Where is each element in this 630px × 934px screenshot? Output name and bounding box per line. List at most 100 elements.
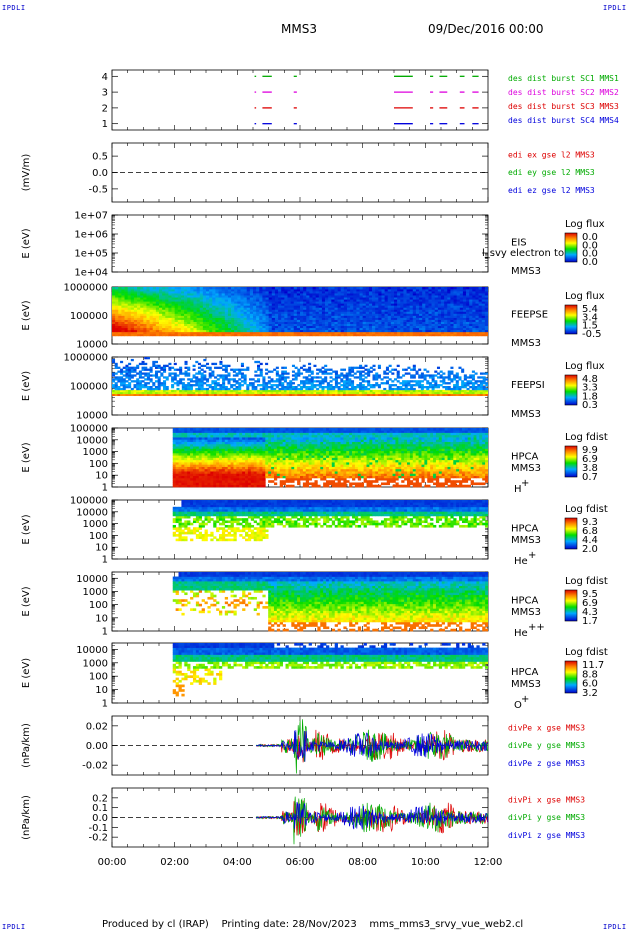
spectrogram-cell bbox=[157, 366, 161, 369]
spectrogram-cell bbox=[281, 303, 285, 306]
spectrogram-cell bbox=[359, 327, 364, 331]
spectrogram-cell bbox=[256, 293, 260, 296]
spectrogram-cell bbox=[287, 289, 291, 292]
spectrogram-cell bbox=[394, 311, 398, 314]
spectrogram-cell bbox=[444, 311, 448, 314]
spectrogram-cell bbox=[181, 387, 185, 391]
spectrogram-cell bbox=[434, 301, 439, 304]
spectrogram-cell bbox=[159, 317, 163, 320]
spectrogram-cell bbox=[130, 368, 134, 371]
spectrogram-cell bbox=[436, 393, 441, 397]
spectrogram-cell bbox=[293, 301, 298, 304]
spectrogram-cell bbox=[390, 291, 395, 294]
spectrogram-cell bbox=[138, 384, 142, 387]
spectrogram-cell bbox=[237, 303, 241, 306]
spectrogram-cell bbox=[192, 380, 196, 383]
spectrogram-cell bbox=[212, 313, 216, 316]
spectrogram-cell bbox=[321, 378, 325, 381]
spectrogram-cell bbox=[372, 307, 376, 310]
spectrogram-cell bbox=[399, 389, 403, 393]
spectrogram-cell bbox=[387, 331, 392, 335]
spectrogram-cell bbox=[143, 305, 147, 308]
spectrogram-cell bbox=[340, 319, 345, 322]
spectrogram-cell bbox=[112, 289, 116, 292]
spectrogram-cell bbox=[206, 384, 210, 387]
spectrogram-cell bbox=[475, 325, 479, 329]
spectrogram-cell bbox=[219, 386, 223, 389]
spectrogram-cell bbox=[251, 384, 255, 387]
spectrogram-cell bbox=[219, 391, 223, 395]
spectrogram-cell bbox=[224, 364, 228, 368]
spectrogram-cell bbox=[334, 378, 338, 381]
spectrogram-cell bbox=[230, 393, 234, 397]
spectrogram-cell bbox=[190, 317, 194, 320]
spectrogram-cell bbox=[372, 329, 376, 333]
spectrogram-cell bbox=[234, 303, 238, 306]
spectrogram-cell bbox=[447, 370, 451, 373]
spectrogram-cell bbox=[479, 384, 483, 387]
spectrogram-cell bbox=[174, 317, 179, 320]
spectrogram-cell bbox=[479, 382, 483, 385]
spectrogram-cell bbox=[306, 297, 310, 300]
spectrogram-cell bbox=[463, 374, 467, 377]
spectrogram-cell bbox=[287, 313, 291, 316]
spectrogram-cell bbox=[140, 323, 144, 327]
spectrogram-cell bbox=[209, 323, 213, 327]
spectrogram-cell bbox=[208, 366, 212, 369]
spectrogram-cell bbox=[431, 317, 436, 320]
spectrogram-cell bbox=[125, 376, 129, 379]
spectrogram-cell bbox=[431, 315, 436, 318]
spectrogram-cell bbox=[442, 378, 446, 381]
spectrogram-cell bbox=[425, 305, 429, 308]
spectrogram-cell bbox=[118, 299, 122, 302]
spectrogram-cell bbox=[350, 289, 354, 292]
spectrogram-cell bbox=[159, 287, 163, 290]
spectrogram-cell bbox=[133, 317, 138, 320]
spectrogram-cell bbox=[403, 319, 407, 322]
spectrogram-cell bbox=[140, 331, 144, 335]
spectrogram-cell bbox=[227, 311, 232, 314]
spectrogram-cell bbox=[337, 391, 341, 395]
spectrogram-cell bbox=[415, 311, 420, 314]
spectrogram-cell bbox=[455, 386, 459, 389]
spectrogram-cell bbox=[224, 393, 228, 397]
spectrogram-cell bbox=[309, 305, 313, 308]
spectrogram-cell bbox=[303, 317, 307, 320]
spectrogram-cell bbox=[115, 323, 119, 327]
spectrogram-cell bbox=[146, 357, 150, 360]
spectrogram-cell bbox=[256, 323, 260, 327]
spectrogram-cell bbox=[318, 311, 323, 314]
spectrogram-cell bbox=[475, 327, 479, 331]
spectrogram-cell bbox=[325, 303, 329, 306]
spectrogram-cell bbox=[112, 384, 116, 387]
spectrogram-cell bbox=[481, 317, 486, 320]
spectrogram-cell bbox=[403, 329, 407, 333]
spectrogram-cell bbox=[165, 329, 169, 333]
spectrogram-cell bbox=[321, 311, 326, 314]
spectrogram-cell bbox=[312, 327, 317, 331]
spectrogram-cell bbox=[218, 331, 223, 335]
spectrogram-cell bbox=[190, 307, 194, 310]
spectrogram-cell bbox=[356, 287, 360, 290]
spectrogram-cell bbox=[359, 311, 364, 314]
spectrogram-cell bbox=[215, 307, 219, 310]
spectrogram-cell bbox=[362, 315, 367, 318]
spectrogram-cell bbox=[178, 468, 182, 472]
spectrogram-cell bbox=[444, 319, 448, 322]
spectrogram-cell bbox=[190, 293, 194, 296]
spectrogram-cell bbox=[400, 293, 404, 296]
spectrogram-cell bbox=[442, 380, 446, 383]
spectrogram-cell bbox=[300, 287, 304, 290]
spectrogram-cell bbox=[237, 297, 241, 300]
spectrogram-cell bbox=[475, 295, 479, 298]
spectrogram-cell bbox=[157, 378, 161, 381]
spectrogram-cell bbox=[274, 321, 279, 324]
spectrogram-cell bbox=[340, 333, 345, 337]
spectrogram-cell bbox=[265, 333, 270, 337]
spectrogram-cell bbox=[120, 368, 124, 371]
spectrogram-cell bbox=[400, 323, 404, 327]
spectrogram-cell bbox=[362, 329, 367, 333]
spectrogram-cell bbox=[431, 323, 436, 327]
spectrogram-cell bbox=[310, 389, 314, 393]
spectrogram-cell bbox=[318, 289, 323, 292]
